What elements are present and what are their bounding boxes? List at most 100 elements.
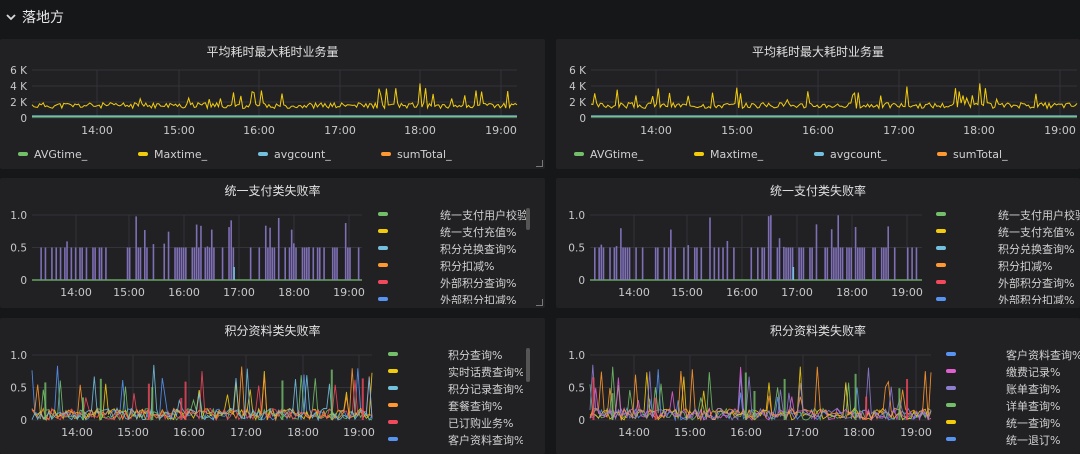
x-tick-label: 16:00 (726, 286, 758, 299)
legend-label: 积分兑换查询% (998, 243, 1075, 256)
series-bar (151, 386, 154, 420)
y-tick-label: 0.5 (568, 383, 585, 395)
row-header-collapse[interactable]: 落地方 (0, 0, 1080, 34)
legend-swatch (946, 386, 956, 390)
legend-label: 详单查询% (1006, 400, 1061, 413)
legend-item[interactable]: 积分兑换查询% (378, 240, 533, 257)
legend-swatch (936, 212, 946, 216)
panel-title[interactable]: 统一支付类失败率 (769, 184, 866, 198)
panel-title[interactable]: 积分资料类失败率 (224, 324, 321, 338)
y-tick-label: 0 (20, 415, 27, 427)
legend-item[interactable]: Maxtime_ (138, 148, 258, 161)
panel-title[interactable]: 平均耗时最大耗时业务量 (751, 45, 884, 59)
legend-item[interactable]: 详单查询% (946, 397, 1080, 414)
time-series-graph[interactable]: 1.0 0.5 0 14:00 15:00 16:00 17:00 18:00 19:00 (0, 178, 545, 308)
legend-label: sumTotal_ (953, 147, 1008, 161)
legend-item[interactable]: 统一查询% (946, 414, 1080, 431)
legend-item[interactable]: avgcount_ (258, 148, 381, 161)
legend-item[interactable]: avgcount_ (814, 148, 937, 161)
time-series-graph[interactable]: 1.0 0.5 0 14:00 15:00 16:00 17:00 18:00 19:00 (556, 318, 1080, 454)
legend-item[interactable]: sumTotal_ (381, 148, 481, 161)
series-bar (850, 247, 853, 280)
legend-item[interactable]: 积分兑换查询% (936, 240, 1080, 257)
time-series-graph[interactable]: 1.0 0.5 0 14:00 15:00 16:00 17:00 18:00 19:00 (0, 318, 545, 454)
x-tick-label: 19:00 (333, 286, 365, 299)
legend-label: 外部积分查询% (440, 277, 517, 290)
resize-handle[interactable] (536, 160, 543, 167)
series-bar (66, 241, 68, 280)
legend-item[interactable]: 积分扣减% (378, 257, 533, 274)
series-bar (722, 247, 724, 280)
series-bar (208, 247, 211, 280)
time-series-graph[interactable]: 1.0 0.5 0 14:00 15:00 16:00 17:00 18:00 19:00 (556, 178, 1080, 308)
series-line (590, 83, 1078, 110)
legend-item[interactable]: 客户资料查询% (388, 431, 523, 448)
legend-label: avgcount_ (830, 147, 887, 161)
legend-item[interactable]: 统一支付用户校验 (936, 206, 1080, 223)
legend-item[interactable]: 统一支付充值% (378, 223, 533, 240)
legend-item[interactable]: 外部积分扣减% (936, 291, 1080, 304)
legend-item[interactable]: 统一支付充值% (936, 223, 1080, 240)
series-bar (667, 247, 670, 280)
series-line (31, 370, 373, 421)
legend-item[interactable]: 套餐查询% (388, 397, 523, 414)
series-bar (626, 247, 629, 280)
legend-item[interactable]: 积分记录查询% (388, 380, 523, 397)
legend-item[interactable]: 已订购业务% (388, 414, 523, 431)
time-series-graph[interactable]: 6 K 4 K 2 K 0 14:00 15:00 16:00 17:00 18:00 19:00 (556, 39, 1080, 169)
legend-item[interactable]: 外部积分扣减% (378, 291, 533, 304)
legend-item[interactable]: 统一退订% (946, 431, 1080, 448)
y-tick-label: 4 K (10, 81, 28, 93)
x-tick-label: 18:00 (404, 124, 436, 137)
x-tick-label: 19:00 (1044, 124, 1076, 137)
series-bar (830, 229, 833, 280)
legend-item[interactable]: Maxtime_ (694, 148, 814, 161)
x-tick-label: 14:00 (81, 124, 113, 137)
panel-avg-max-time: 平均耗时最大耗时业务量 6 K 4 K 2 K 0 14:00 15:00 16:00 17:… (0, 39, 545, 169)
series-bar (906, 247, 909, 280)
series-bar (654, 247, 657, 280)
legend-item[interactable]: 外部积分查询% (378, 274, 533, 291)
legend-item[interactable]: 账单查询% (946, 380, 1080, 397)
legend-swatch (388, 352, 398, 356)
legend-item[interactable]: AVGtime_ (18, 148, 138, 161)
series-bar (176, 247, 178, 280)
panel-title[interactable]: 统一支付类失败率 (224, 184, 321, 198)
panel-title[interactable]: 平均耗时最大耗时业务量 (206, 45, 339, 59)
legend-item[interactable]: 缴费记录% (946, 363, 1080, 380)
series-bar (210, 229, 213, 280)
series-bar (206, 246, 209, 280)
resize-handle[interactable] (536, 299, 543, 306)
x-tick-label: 15:00 (117, 426, 149, 439)
series-bar (753, 390, 756, 420)
legend-item[interactable]: 外部积分查询% (936, 274, 1080, 291)
series-bar (798, 247, 800, 280)
time-series-graph[interactable]: 6 K 4 K 2 K 0 14:00 15:00 16:00 17:00 18:00 19:00 (0, 39, 545, 169)
series-bar (726, 240, 729, 280)
series-bar (624, 247, 627, 280)
series-bar (336, 247, 338, 280)
panel-title[interactable]: 积分资料类失败率 (769, 324, 866, 338)
legend-label: 统一支付充值% (440, 226, 517, 239)
legend-item[interactable]: 客户资料查询% (946, 346, 1080, 363)
legend-item[interactable]: 实时话费查询% (388, 363, 523, 380)
legend-item[interactable]: 统一支付用户校验 (378, 206, 533, 223)
legend-label: Maxtime_ (154, 147, 208, 161)
legend-scrollbar[interactable] (526, 208, 530, 230)
series-bar (609, 247, 611, 280)
legend-item[interactable]: 积分扣减% (936, 257, 1080, 274)
legend-label: avgcount_ (274, 147, 331, 161)
legend-label: 外部积分扣减% (440, 294, 517, 304)
legend-swatch (936, 263, 946, 267)
legend-item[interactable]: 积分查询% (388, 346, 523, 363)
series-bar (837, 215, 840, 280)
y-tick-label: 1.0 (568, 350, 585, 362)
series-bar (163, 243, 166, 280)
legend-item[interactable]: AVGtime_ (574, 148, 694, 161)
series-bar (750, 247, 753, 280)
legend-swatch (388, 386, 398, 390)
legend-item[interactable]: sumTotal_ (937, 148, 1037, 161)
series-bar (98, 247, 101, 280)
legend-scrollbar[interactable] (526, 348, 530, 382)
series-bar (167, 231, 170, 280)
